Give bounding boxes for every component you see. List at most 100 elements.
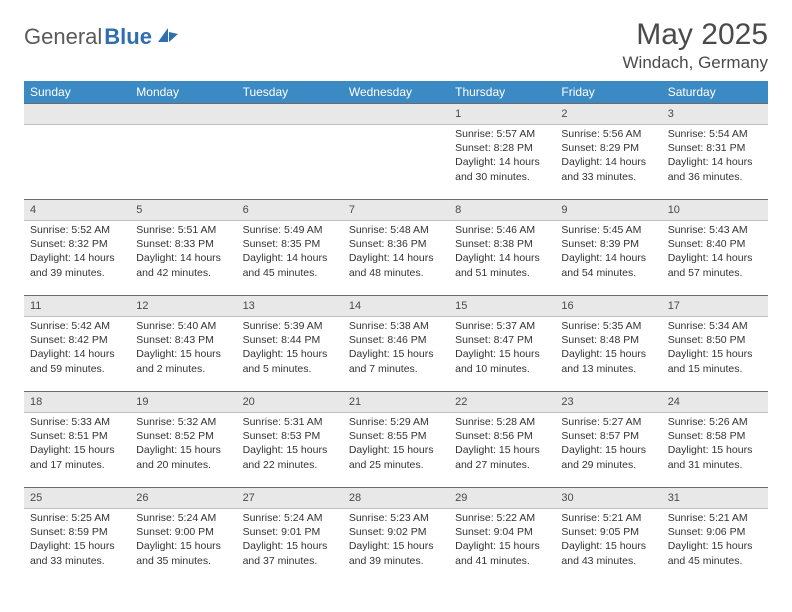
daylight-text: Daylight: 15 hours and 10 minutes. (455, 347, 549, 375)
date-row: 123 (24, 104, 768, 125)
daylight-text: Daylight: 15 hours and 2 minutes. (136, 347, 230, 375)
date-cell: 26 (130, 488, 236, 509)
date-cell: 28 (343, 488, 449, 509)
sunrise-text: Sunrise: 5:37 AM (455, 319, 549, 333)
date-cell: 1 (449, 104, 555, 125)
calendar-table: Sunday Monday Tuesday Wednesday Thursday… (24, 81, 768, 575)
sunset-text: Sunset: 8:32 PM (30, 237, 124, 251)
content-row: Sunrise: 5:57 AMSunset: 8:28 PMDaylight:… (24, 125, 768, 200)
daylight-text: Daylight: 15 hours and 35 minutes. (136, 539, 230, 567)
content-row: Sunrise: 5:42 AMSunset: 8:42 PMDaylight:… (24, 317, 768, 392)
day-content-cell: Sunrise: 5:51 AMSunset: 8:33 PMDaylight:… (130, 221, 236, 296)
date-cell (130, 104, 236, 125)
title-block: May 2025 Windach, Germany (623, 18, 769, 73)
date-cell: 12 (130, 296, 236, 317)
sunrise-text: Sunrise: 5:33 AM (30, 415, 124, 429)
date-cell: 22 (449, 392, 555, 413)
month-title: May 2025 (623, 18, 769, 51)
date-cell: 29 (449, 488, 555, 509)
sunrise-text: Sunrise: 5:24 AM (136, 511, 230, 525)
day-content-cell: Sunrise: 5:48 AMSunset: 8:36 PMDaylight:… (343, 221, 449, 296)
date-cell: 4 (24, 200, 130, 221)
date-cell: 21 (343, 392, 449, 413)
daylight-text: Daylight: 14 hours and 42 minutes. (136, 251, 230, 279)
date-cell (343, 104, 449, 125)
sunset-text: Sunset: 8:46 PM (349, 333, 443, 347)
day-content-cell: Sunrise: 5:43 AMSunset: 8:40 PMDaylight:… (662, 221, 768, 296)
date-cell: 17 (662, 296, 768, 317)
sunrise-text: Sunrise: 5:46 AM (455, 223, 549, 237)
sunset-text: Sunset: 8:50 PM (668, 333, 762, 347)
sunset-text: Sunset: 8:47 PM (455, 333, 549, 347)
daylight-text: Daylight: 15 hours and 39 minutes. (349, 539, 443, 567)
sunrise-text: Sunrise: 5:49 AM (243, 223, 337, 237)
day-content-cell: Sunrise: 5:52 AMSunset: 8:32 PMDaylight:… (24, 221, 130, 296)
date-row: 45678910 (24, 200, 768, 221)
sunrise-text: Sunrise: 5:22 AM (455, 511, 549, 525)
day-content-cell: Sunrise: 5:45 AMSunset: 8:39 PMDaylight:… (555, 221, 661, 296)
date-cell: 6 (237, 200, 343, 221)
sunset-text: Sunset: 8:33 PM (136, 237, 230, 251)
sunset-text: Sunset: 8:31 PM (668, 141, 762, 155)
sunrise-text: Sunrise: 5:24 AM (243, 511, 337, 525)
sunset-text: Sunset: 8:40 PM (668, 237, 762, 251)
date-cell: 19 (130, 392, 236, 413)
daylight-text: Daylight: 14 hours and 48 minutes. (349, 251, 443, 279)
date-cell: 31 (662, 488, 768, 509)
day-content-cell: Sunrise: 5:32 AMSunset: 8:52 PMDaylight:… (130, 413, 236, 488)
daylight-text: Daylight: 14 hours and 45 minutes. (243, 251, 337, 279)
sunset-text: Sunset: 8:58 PM (668, 429, 762, 443)
date-cell: 2 (555, 104, 661, 125)
daylight-text: Daylight: 14 hours and 51 minutes. (455, 251, 549, 279)
daylight-text: Daylight: 15 hours and 22 minutes. (243, 443, 337, 471)
daylight-text: Daylight: 15 hours and 15 minutes. (668, 347, 762, 375)
sunrise-text: Sunrise: 5:56 AM (561, 127, 655, 141)
brand-logo: GeneralBlue (24, 24, 180, 50)
sunset-text: Sunset: 8:28 PM (455, 141, 549, 155)
sunset-text: Sunset: 8:56 PM (455, 429, 549, 443)
sunset-text: Sunset: 8:44 PM (243, 333, 337, 347)
sunrise-text: Sunrise: 5:21 AM (561, 511, 655, 525)
date-cell (237, 104, 343, 125)
weekday-header: Thursday (449, 81, 555, 104)
day-content-cell: Sunrise: 5:24 AMSunset: 9:00 PMDaylight:… (130, 509, 236, 576)
date-cell: 25 (24, 488, 130, 509)
date-cell: 27 (237, 488, 343, 509)
daylight-text: Daylight: 15 hours and 31 minutes. (668, 443, 762, 471)
daylight-text: Daylight: 15 hours and 7 minutes. (349, 347, 443, 375)
day-content-cell: Sunrise: 5:33 AMSunset: 8:51 PMDaylight:… (24, 413, 130, 488)
date-cell (24, 104, 130, 125)
date-cell: 18 (24, 392, 130, 413)
daylight-text: Daylight: 15 hours and 17 minutes. (30, 443, 124, 471)
daylight-text: Daylight: 15 hours and 27 minutes. (455, 443, 549, 471)
sunset-text: Sunset: 8:38 PM (455, 237, 549, 251)
day-content-cell: Sunrise: 5:37 AMSunset: 8:47 PMDaylight:… (449, 317, 555, 392)
daylight-text: Daylight: 15 hours and 25 minutes. (349, 443, 443, 471)
sunrise-text: Sunrise: 5:40 AM (136, 319, 230, 333)
brand-part1: General (24, 24, 102, 50)
sunrise-text: Sunrise: 5:25 AM (30, 511, 124, 525)
weekday-header: Friday (555, 81, 661, 104)
calendar-page: GeneralBlue May 2025 Windach, Germany Su… (0, 0, 792, 612)
day-content-cell: Sunrise: 5:42 AMSunset: 8:42 PMDaylight:… (24, 317, 130, 392)
day-content-cell: Sunrise: 5:38 AMSunset: 8:46 PMDaylight:… (343, 317, 449, 392)
daylight-text: Daylight: 14 hours and 39 minutes. (30, 251, 124, 279)
weekday-header: Monday (130, 81, 236, 104)
weekday-header: Saturday (662, 81, 768, 104)
day-content-cell: Sunrise: 5:34 AMSunset: 8:50 PMDaylight:… (662, 317, 768, 392)
sunrise-text: Sunrise: 5:38 AM (349, 319, 443, 333)
date-cell: 3 (662, 104, 768, 125)
sunrise-text: Sunrise: 5:26 AM (668, 415, 762, 429)
sunset-text: Sunset: 8:39 PM (561, 237, 655, 251)
sunset-text: Sunset: 8:43 PM (136, 333, 230, 347)
daylight-text: Daylight: 14 hours and 33 minutes. (561, 155, 655, 183)
sunrise-text: Sunrise: 5:32 AM (136, 415, 230, 429)
date-row: 25262728293031 (24, 488, 768, 509)
daylight-text: Daylight: 15 hours and 20 minutes. (136, 443, 230, 471)
sunset-text: Sunset: 8:53 PM (243, 429, 337, 443)
day-content-cell: Sunrise: 5:21 AMSunset: 9:05 PMDaylight:… (555, 509, 661, 576)
daylight-text: Daylight: 15 hours and 43 minutes. (561, 539, 655, 567)
day-content-cell (343, 125, 449, 200)
sunrise-text: Sunrise: 5:54 AM (668, 127, 762, 141)
daylight-text: Daylight: 14 hours and 30 minutes. (455, 155, 549, 183)
